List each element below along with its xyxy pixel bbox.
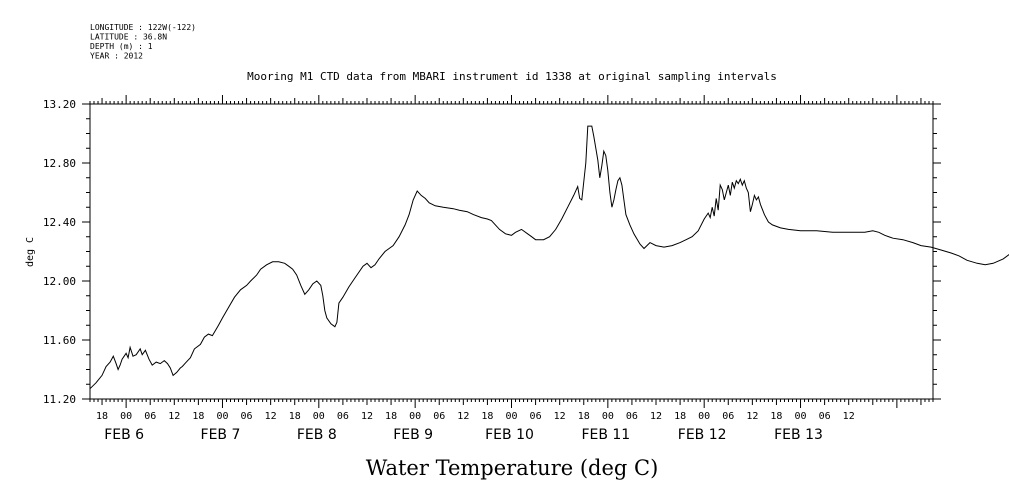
x-hour-label: 06 (530, 411, 542, 422)
x-hour-label: 06 (144, 411, 156, 422)
temperature-line (89, 125, 1009, 390)
x-day-label: FEB 12 (678, 427, 727, 443)
x-hour-label: 12 (843, 411, 855, 422)
x-hour-label: 12 (554, 411, 566, 422)
x-day-label: FEB 10 (485, 427, 534, 443)
x-hour-label: 18 (770, 411, 782, 422)
x-hour-label: 06 (722, 411, 734, 422)
x-day-labels: FEB 6 FEB 7 FEB 8 FEB 9 FEB 10 FEB 11 FEB 12 FE… (104, 427, 823, 443)
x-hour-label: 00 (313, 411, 325, 422)
x-axis-label: Water Temperature (deg C) (366, 456, 659, 480)
y-axis-label: deg C (25, 237, 36, 267)
y-tick-label: 13.20 (43, 98, 76, 111)
y-tick-labels: 11.20 11.60 12.00 12.40 12.80 13.20 (43, 98, 76, 406)
x-day-label: FEB 6 (104, 427, 144, 443)
x-hour-label: 18 (578, 411, 590, 422)
x-day-label: FEB 13 (774, 427, 823, 443)
x-day-label: FEB 9 (393, 427, 433, 443)
y-tick-label: 12.80 (43, 157, 76, 170)
x-hour-label: 00 (698, 411, 710, 422)
chart-title: Mooring M1 CTD data from MBARI instrumen… (247, 70, 777, 83)
y-tick-label: 11.60 (43, 334, 76, 347)
x-hour-label: 00 (216, 411, 228, 422)
x-hour-label: 06 (819, 411, 831, 422)
x-hour-label: 12 (361, 411, 373, 422)
x-hour-label: 18 (674, 411, 686, 422)
x-day-label: FEB 11 (581, 427, 630, 443)
x-hour-label: 00 (795, 411, 807, 422)
y-tick-label: 12.40 (43, 216, 76, 229)
x-hour-label: 00 (409, 411, 421, 422)
x-hour-label: 00 (505, 411, 517, 422)
x-hour-label: 12 (168, 411, 180, 422)
latitude-label: LATITUDE : 36.8N (90, 33, 167, 42)
longitude-label: LONGITUDE : 122W(-122) (90, 23, 196, 32)
x-hour-label: 06 (626, 411, 638, 422)
axis-ticks (82, 95, 941, 408)
metadata-block: LONGITUDE : 122W(-122) LATITUDE : 36.8N … (90, 23, 196, 61)
x-hour-label: 18 (385, 411, 397, 422)
x-day-label: FEB 7 (201, 427, 241, 443)
x-day-label: FEB 8 (297, 427, 337, 443)
depth-label: DEPTH (m) : 1 (90, 42, 153, 51)
x-hour-label: 18 (481, 411, 493, 422)
plot-frame (89, 103, 934, 400)
x-hour-label: 00 (120, 411, 132, 422)
x-hour-label: 18 (96, 411, 108, 422)
x-hour-label: 06 (433, 411, 445, 422)
x-hour-label: 06 (337, 411, 349, 422)
x-hour-label: 06 (241, 411, 253, 422)
x-hour-label: 12 (457, 411, 469, 422)
x-hour-labels: 18 00 06 12 18 00 06 12 18 00 06 12 18 00 06 12 18 00 06 12… (96, 411, 855, 422)
x-hour-label: 12 (265, 411, 277, 422)
data-series (89, 125, 1009, 390)
x-hour-label: 18 (192, 411, 204, 422)
y-tick-label: 12.00 (43, 275, 76, 288)
year-label: YEAR : 2012 (90, 52, 143, 61)
x-hour-label: 00 (602, 411, 614, 422)
x-hour-label: 12 (746, 411, 758, 422)
x-hour-label: 12 (650, 411, 662, 422)
y-tick-label: 11.20 (43, 393, 76, 406)
x-hour-label: 18 (289, 411, 301, 422)
